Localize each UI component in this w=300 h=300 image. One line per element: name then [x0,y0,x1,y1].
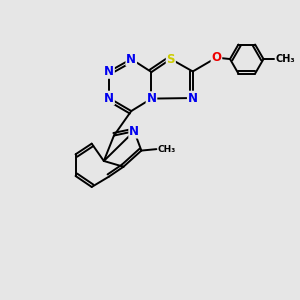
Text: N: N [146,92,157,105]
Text: O: O [212,51,221,64]
Text: N: N [104,65,114,78]
Text: CH₃: CH₃ [158,145,176,154]
Text: N: N [126,52,136,65]
Text: CH₃: CH₃ [275,54,295,64]
Text: N: N [104,92,114,104]
Text: S: S [167,52,175,65]
Text: N: N [129,125,139,138]
Text: N: N [188,92,198,104]
